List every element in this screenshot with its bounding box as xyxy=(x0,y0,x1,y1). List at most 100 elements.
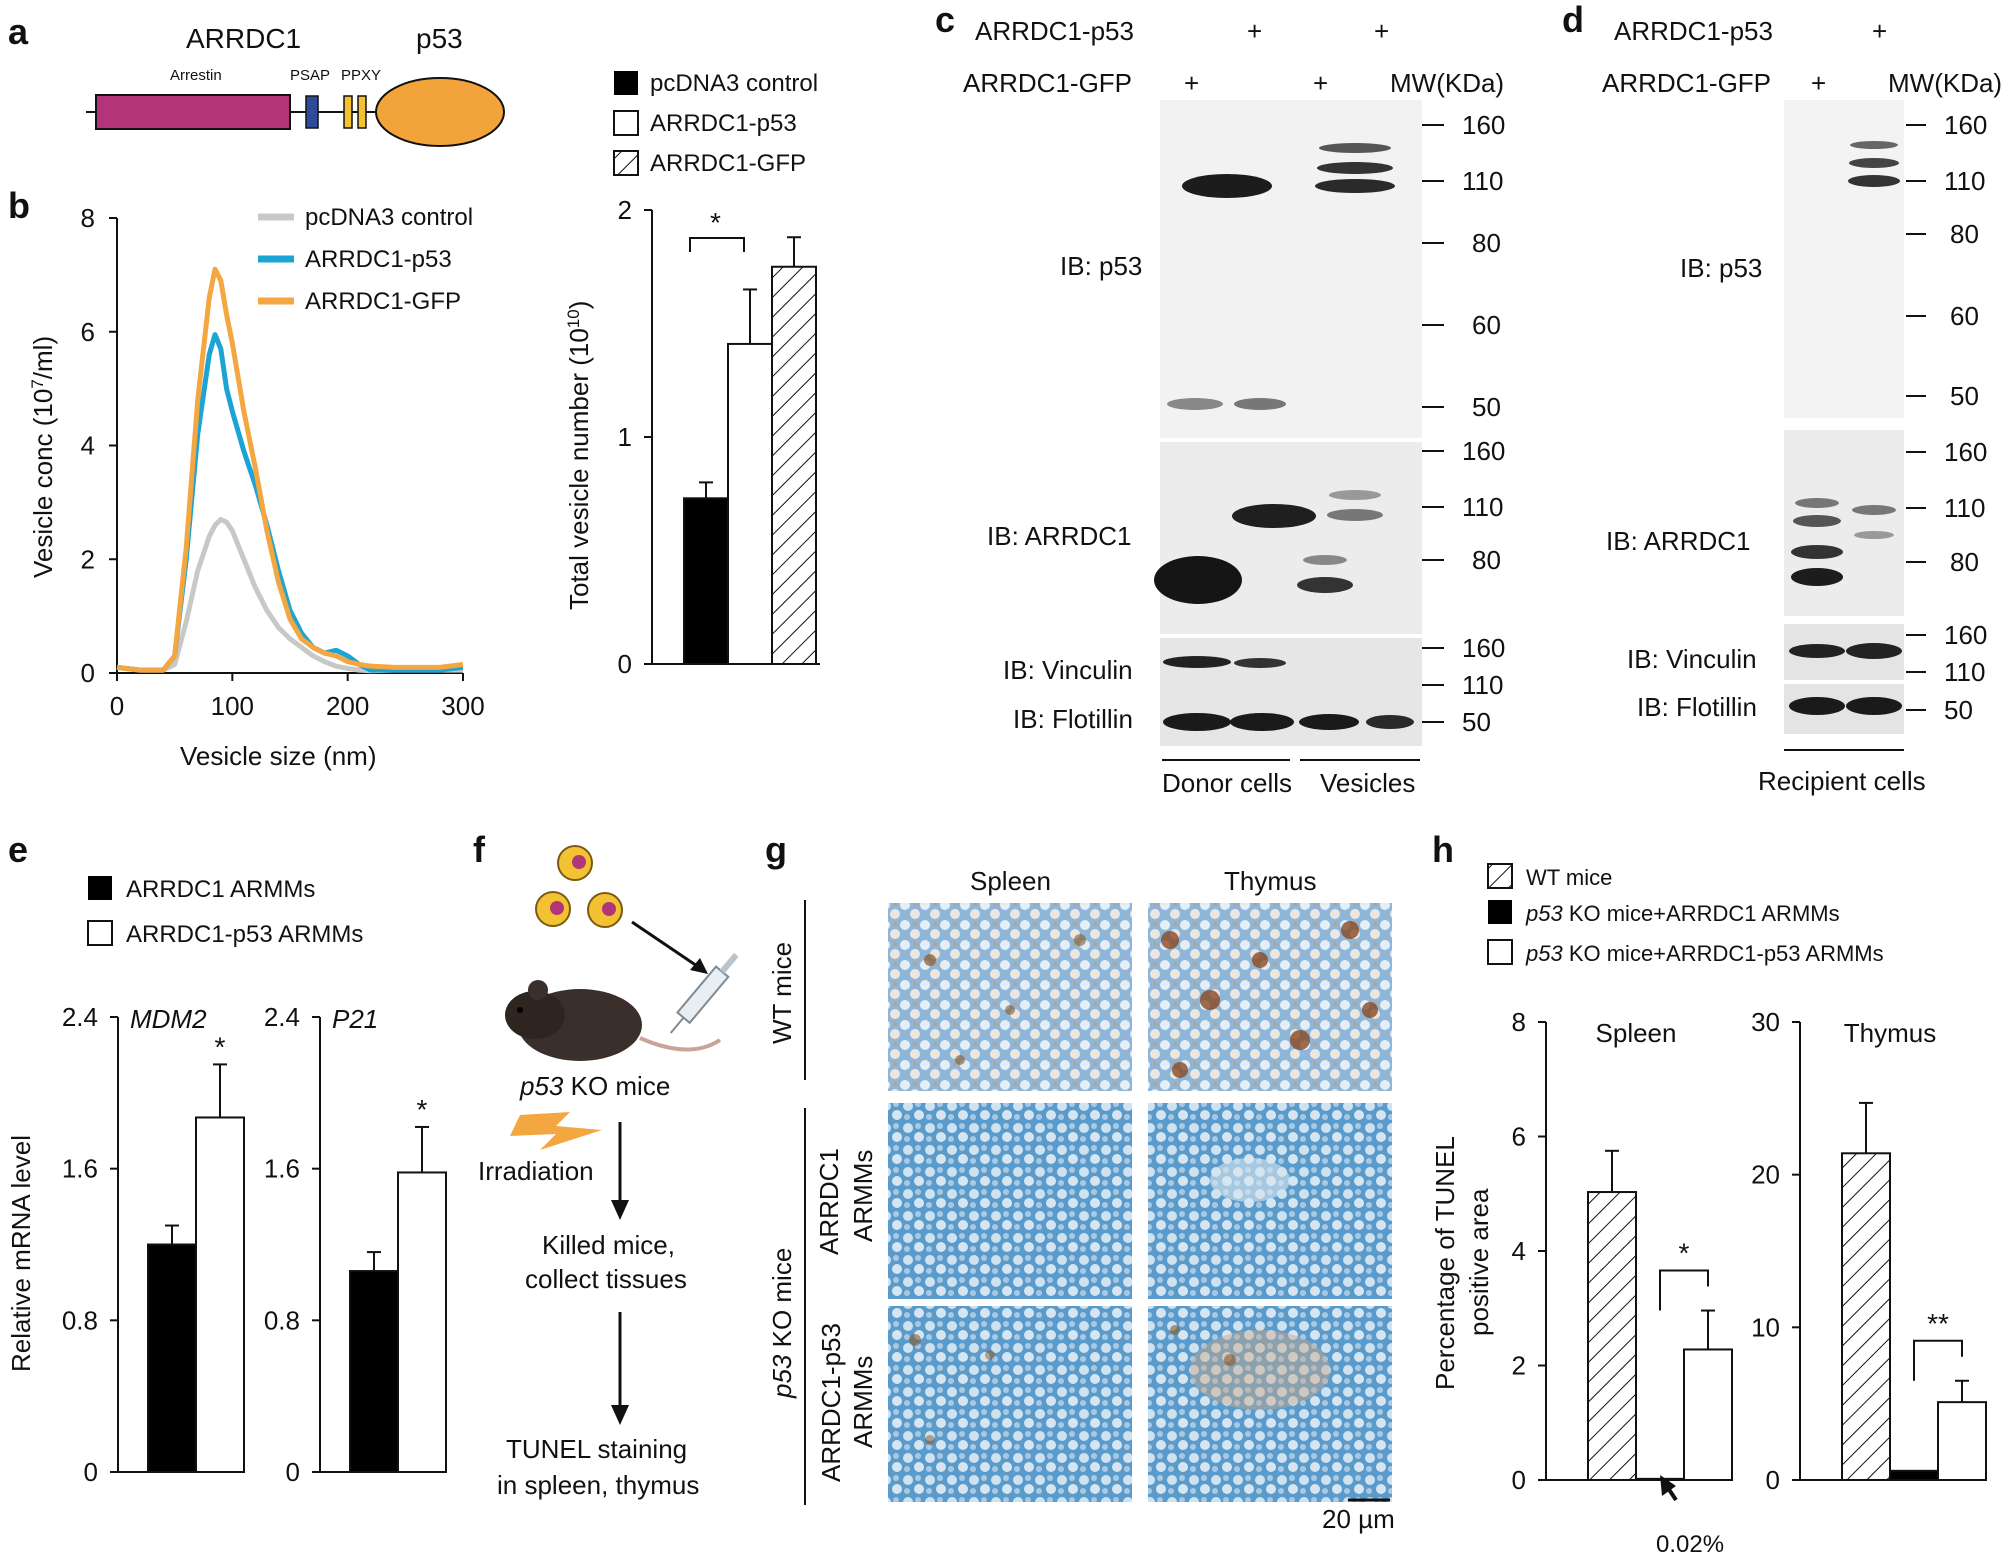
bar-wt-mice xyxy=(1841,1152,1891,1481)
row-label-arrdc1-gfp: ARRDC1-GFP xyxy=(963,68,1132,98)
y-tick-label: 0.8 xyxy=(264,1305,300,1335)
bar-pcdna3-control xyxy=(683,497,729,666)
significance-star: * xyxy=(1679,1238,1690,1269)
ihc-image-arrdc1-p53-thymus xyxy=(1148,1306,1392,1502)
bar-legend-control: pcDNA3 control xyxy=(650,70,818,97)
bar-ko-arrdc1-p53 xyxy=(1937,1401,1987,1482)
panel-label-d: d xyxy=(1562,0,1584,40)
y-tick-label: 2.4 xyxy=(62,1002,98,1032)
row-label-wt: WT mice xyxy=(767,942,797,1044)
legend-wt-mice: WT mice xyxy=(1526,865,1612,890)
bar-y-axis-title: Total vesicle number (1010) xyxy=(564,301,595,610)
bar-arrdc1-p53-armms xyxy=(397,1171,447,1474)
ihc-image-arrdc1-spleen xyxy=(888,1103,1132,1299)
bar-legend-p53: ARRDC1-p53 xyxy=(650,110,797,137)
legend-arrdc1-p53: ARRDC1-p53 xyxy=(305,246,452,273)
domain-label-arrestin: Arrestin xyxy=(170,67,222,84)
arrowhead-icon xyxy=(611,1200,629,1220)
band xyxy=(1315,179,1395,193)
y-tick-label: 0 xyxy=(84,1457,98,1487)
band xyxy=(1163,656,1231,668)
group-label-vesicles: Vesicles xyxy=(1320,768,1415,798)
ib-label-p53: IB: p53 xyxy=(1060,251,1142,281)
protein-label-arrdc1: ARRDC1 xyxy=(186,23,301,54)
y-tick-label: 30 xyxy=(1751,1007,1780,1037)
x-tick-label: 200 xyxy=(326,691,369,721)
blot-p53 xyxy=(1784,100,1904,418)
row-label-arrdc1: ARRDC1 xyxy=(814,1148,844,1255)
band xyxy=(1232,504,1316,528)
band xyxy=(1789,697,1845,715)
legend-swatch-white xyxy=(1487,939,1513,965)
panel-b-bar-chart: pcDNA3 control ARRDC1-p53 ARRDC1-GFP 0 1 2… xyxy=(564,70,820,679)
step-spleen-thymus: in spleen, thymus xyxy=(497,1470,699,1500)
legend-swatch-gfp-hatched xyxy=(613,150,639,176)
series-line-arrdc1-gfp xyxy=(116,266,464,673)
column-label-thymus: Thymus xyxy=(1224,866,1316,896)
significance-star: ** xyxy=(1927,1308,1949,1339)
y-tick-label: 0 xyxy=(81,658,95,688)
injection-arrow xyxy=(631,920,701,970)
row-label-arrdc1-gfp: ARRDC1-GFP xyxy=(1602,68,1771,98)
mw-value: 80 xyxy=(1472,545,1501,575)
row-label-arrdc1-p53-armms: ARMMs xyxy=(848,1356,878,1448)
bar-arrdc1-armms xyxy=(349,1270,399,1473)
mw-header: MW(KDa) xyxy=(1888,68,2002,98)
mouse-icon xyxy=(505,980,722,1061)
y-tick-label: 2 xyxy=(1512,1351,1526,1381)
panel-f-workflow: f p53 KO mice xyxy=(473,829,739,1500)
blot-p53 xyxy=(1160,100,1422,438)
band xyxy=(1182,174,1272,198)
scale-bar-label: 20 µm xyxy=(1322,1504,1395,1534)
step-collect-tissues: collect tissues xyxy=(525,1264,687,1294)
band xyxy=(1167,398,1223,410)
y-tick-label: 4 xyxy=(81,431,95,461)
bar-arrdc1-gfp xyxy=(771,265,817,665)
band xyxy=(1329,490,1381,500)
y-tick-label: 0.8 xyxy=(62,1305,98,1335)
tissue-label: Thymus xyxy=(1844,1018,1936,1048)
row-label-arrdc1-p53: ARRDC1-p53 xyxy=(816,1323,846,1482)
legend-arrdc1-gfp: ARRDC1-GFP xyxy=(305,288,461,315)
panel-label-g: g xyxy=(765,829,787,870)
significance-star: * xyxy=(215,1031,226,1062)
mw-value: 80 xyxy=(1472,228,1501,258)
panel-b-line-chart: b 0 2 4 6 8 0 100 200 300 Vesicle size (nm) Vesi… xyxy=(8,185,485,771)
panel-c-western-blot: c ARRDC1-p53 ARRDC1-GFP MW(KDa) + + + + xyxy=(935,0,1505,798)
mw-value: 110 xyxy=(1944,657,1985,687)
mw-value: 110 xyxy=(1462,492,1503,522)
x-tick-label: 300 xyxy=(441,691,484,721)
ihc-image-arrdc1-thymus xyxy=(1148,1103,1392,1299)
y-tick-label: 8 xyxy=(81,203,95,233)
ppxy-motif-2 xyxy=(357,95,367,129)
ib-label-arrdc1: IB: ARRDC1 xyxy=(1606,526,1751,556)
blot-vinculin xyxy=(1160,638,1422,702)
column-label-spleen: Spleen xyxy=(970,866,1051,896)
legend-swatch-black xyxy=(88,876,112,900)
legend-ko-arrdc1-p53: p53 KO mice+ARRDC1-p53 ARMMs xyxy=(1525,941,1884,966)
y-tick-label: 20 xyxy=(1751,1160,1780,1190)
band xyxy=(1846,697,1902,715)
syringe-icon xyxy=(669,952,739,1034)
bar-arrdc1-p53-armms xyxy=(195,1116,245,1473)
ib-label-vinculin: IB: Vinculin xyxy=(1003,655,1133,685)
ihc-image-wt-thymus xyxy=(1148,903,1392,1091)
mw-value: 80 xyxy=(1950,219,1979,249)
blot-arrdc1 xyxy=(1160,442,1422,634)
significance-bracket xyxy=(1913,1339,1963,1381)
band xyxy=(1297,577,1353,593)
e-plot-area: 0 0.8 1.6 2.4 MDM2 * 0 0.8 1.6 2.4 P21 * xyxy=(62,1002,447,1487)
band xyxy=(1317,162,1393,174)
band xyxy=(1852,505,1896,515)
vesicle-icon xyxy=(587,892,623,928)
y-tick-label: 0 xyxy=(1512,1465,1526,1495)
ib-label-flotillin: IB: Flotillin xyxy=(1013,704,1133,734)
tissue-label: Spleen xyxy=(1596,1018,1677,1048)
mw-header: MW(KDa) xyxy=(1390,68,1504,98)
annotation-value: 0.02% xyxy=(1656,1531,1724,1558)
legend-swatch-black xyxy=(1488,900,1512,924)
bar-plot-area: 0 1 2 xyxy=(618,195,820,679)
mw-value: 160 xyxy=(1462,633,1505,663)
legend-swatch-hatched xyxy=(1487,863,1513,889)
bar-wt-mice xyxy=(1587,1191,1637,1481)
